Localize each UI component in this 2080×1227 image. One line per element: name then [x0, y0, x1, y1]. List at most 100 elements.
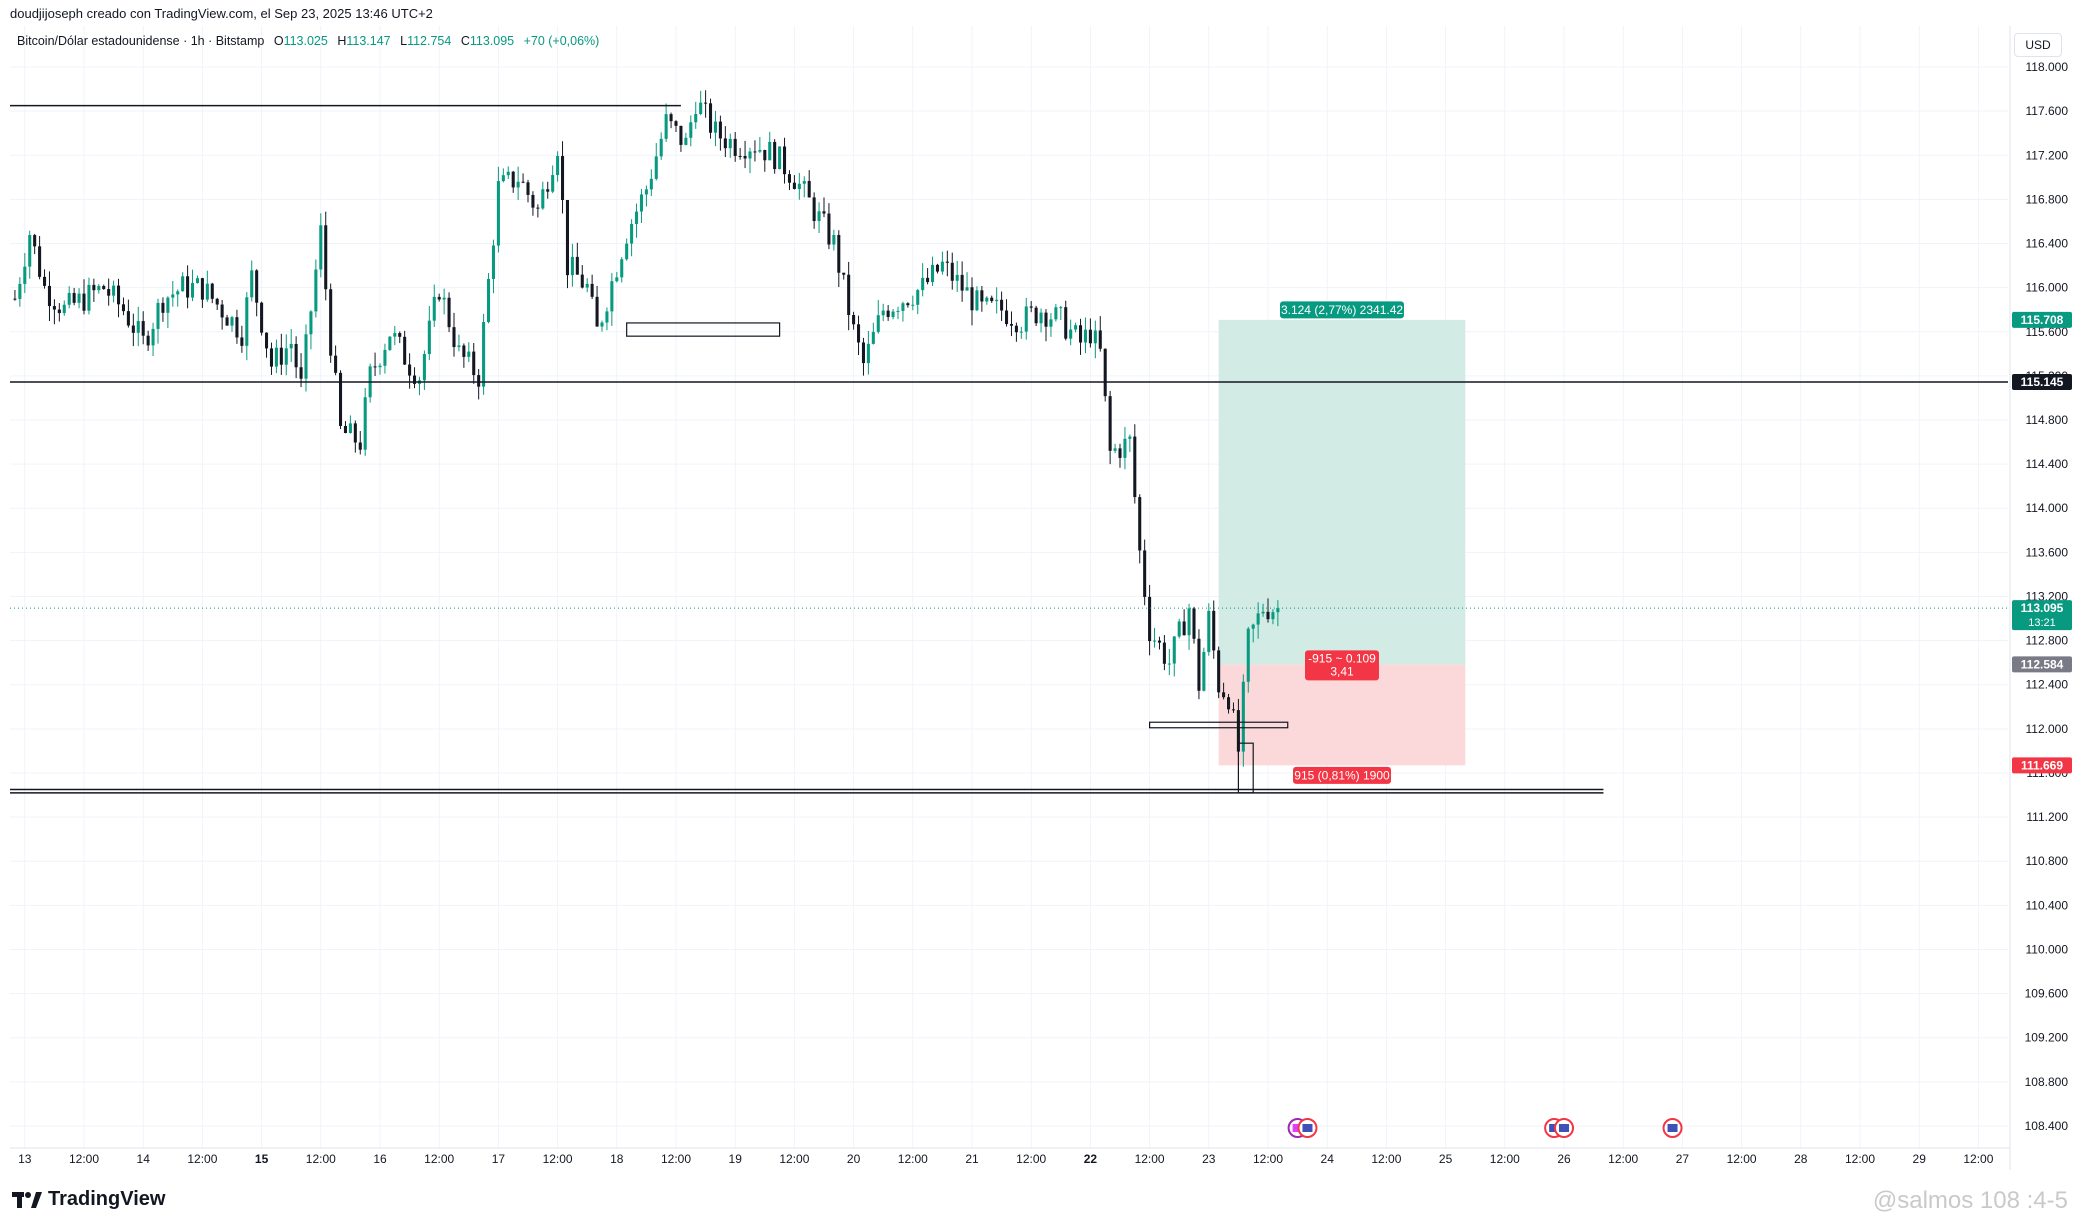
time-tick-label: 20 [847, 1152, 861, 1166]
candle-body [314, 269, 318, 312]
candle-body [995, 299, 999, 302]
candle-body [1197, 638, 1201, 691]
candle-body [1098, 330, 1102, 349]
candle-body [1064, 307, 1068, 339]
candle-body [195, 278, 199, 284]
candle-body [620, 259, 624, 278]
stop-price-tag: 111.669 [2021, 758, 2063, 772]
candle-body [1187, 608, 1191, 636]
currency-button[interactable]: USD [2014, 33, 2062, 57]
candle-body [1088, 329, 1092, 344]
time-tick-label: 14 [137, 1152, 151, 1166]
candle-body [186, 276, 190, 298]
candle-body [1227, 697, 1231, 710]
time-tick-label: 17 [492, 1152, 506, 1166]
candle-body [1019, 331, 1023, 333]
candle-body [1054, 307, 1058, 320]
drawn-rectangle [1237, 742, 1254, 794]
candle-body [605, 311, 609, 323]
candle-body [309, 311, 313, 335]
candle-body [1024, 306, 1028, 332]
event-icon[interactable] [1554, 1118, 1574, 1138]
time-tick-label: 12:00 [1845, 1152, 1875, 1166]
candle-body [1192, 608, 1196, 639]
candle-body [748, 151, 752, 159]
candle-body [694, 113, 698, 123]
candle-body [1074, 325, 1078, 330]
candle-body [447, 297, 451, 328]
candle-body [733, 138, 737, 156]
candle-body [348, 423, 352, 433]
candle-body [738, 155, 742, 157]
high-label: H [337, 34, 347, 48]
close-value: 113.095 [469, 34, 515, 48]
candle-body [792, 182, 796, 190]
candle-body [516, 181, 520, 188]
candle-body [871, 331, 875, 344]
symbol-name[interactable]: Bitcoin/Dólar estadounidense · 1h · Bits… [17, 34, 265, 48]
stop-price-tag-bg [2012, 757, 2072, 774]
candle-body [575, 256, 579, 275]
level-price-tag-bg [2012, 373, 2072, 390]
time-tick-label: 12:00 [661, 1152, 691, 1166]
position-risk-label-bg [1305, 650, 1379, 681]
candle-body [546, 189, 550, 192]
candle-body [491, 245, 495, 279]
price-tick-label: 114.000 [2026, 501, 2069, 515]
candle-body [842, 272, 846, 275]
candle-body [304, 334, 308, 379]
position-stop-label: 915 (0,81%) 1900 [1294, 768, 1390, 782]
time-tick-label: 12:00 [1727, 1152, 1757, 1166]
candle-body [62, 304, 66, 314]
candle-body [753, 151, 757, 153]
candle-body [866, 343, 870, 364]
price-tick-label: 108.400 [2025, 1119, 2069, 1133]
event-icon[interactable] [1662, 1118, 1683, 1138]
candle-body [1222, 692, 1226, 698]
candle-body [1118, 448, 1122, 458]
candle-body [1083, 329, 1087, 343]
price-tick-label: 114.400 [2026, 457, 2069, 471]
candle-body [561, 156, 565, 201]
candle-body [1167, 663, 1171, 665]
candle-body [531, 194, 535, 208]
time-tick-label: 12:00 [543, 1152, 573, 1166]
candle-body [728, 138, 732, 149]
position-target-zone [1218, 319, 1466, 665]
candle-body [413, 375, 417, 384]
candle-body [896, 310, 900, 312]
candle-body [1049, 319, 1053, 327]
candle-body [704, 102, 708, 104]
time-tick-label: 28 [1794, 1152, 1808, 1166]
open-value: 113.025 [283, 34, 328, 48]
candle-body [230, 317, 234, 326]
candle-body [521, 181, 525, 183]
time-tick-label: 21 [965, 1152, 979, 1166]
candle-body [422, 354, 426, 381]
event-icon[interactable] [1297, 1118, 1318, 1138]
candle-body [97, 286, 101, 291]
time-tick-label: 25 [1439, 1152, 1453, 1166]
candle-body [131, 325, 135, 333]
tradingview-logo[interactable]: TradingView [12, 1188, 165, 1211]
candle-body [595, 296, 599, 327]
drawn-rectangle [626, 322, 781, 337]
candle-body [1143, 550, 1147, 597]
candle-body [1128, 436, 1132, 439]
price-tick-label: 108.800 [2025, 1075, 2069, 1089]
candle-body [743, 155, 747, 159]
candle-body [787, 174, 791, 183]
current-price-tag-countdown: 13:21 [2028, 617, 2056, 629]
price-tick-label: 110.400 [2026, 898, 2069, 912]
candle-body [1108, 396, 1112, 451]
price-tick-label: 118.000 [2026, 60, 2069, 74]
candle-body [797, 183, 801, 190]
candle-body [713, 121, 717, 133]
price-tick-label: 115.600 [2026, 325, 2069, 339]
candle-body [852, 315, 856, 325]
candle-body [501, 175, 505, 182]
candle-body [1093, 330, 1097, 344]
candle-body [383, 349, 387, 366]
candle-body [112, 285, 116, 296]
